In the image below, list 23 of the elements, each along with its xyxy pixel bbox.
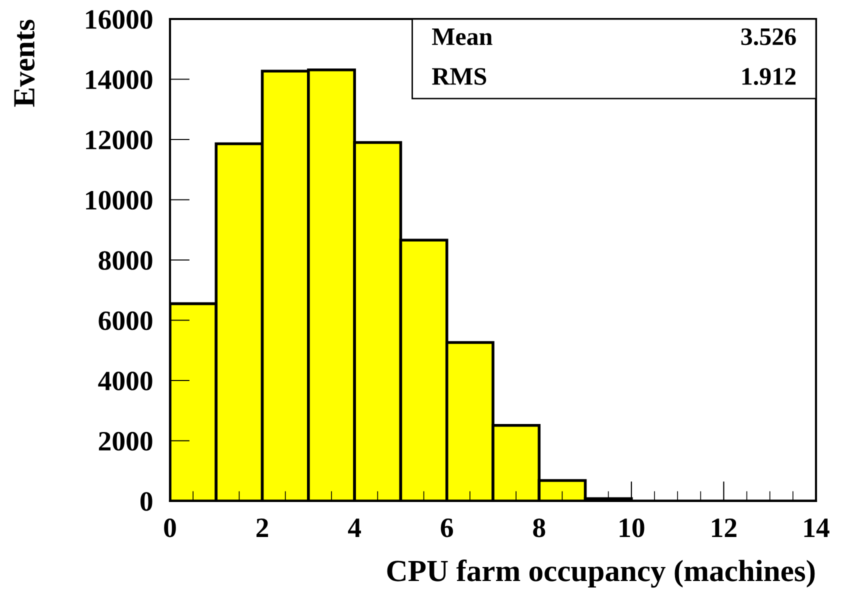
x-tick-label: 10 (620, 518, 644, 538)
x-tick-label: 6 (440, 518, 453, 538)
x-axis-title: CPU farm occupancy (machines) (387, 560, 815, 588)
y-tick-label: 8000 (98, 251, 152, 270)
y-tick-label: 6000 (98, 311, 152, 330)
y-tick-label: 16000 (86, 10, 152, 29)
x-tick-label: 2 (256, 518, 268, 537)
y-axis-title: Events (14, 20, 35, 107)
y-tick-label: 10000 (86, 190, 152, 210)
y-tick-label: 2000 (98, 432, 152, 451)
annotation: 3.526 (741, 28, 796, 46)
x-tick-label: 14 (804, 518, 830, 537)
annotation: Mean (432, 28, 492, 46)
x-tick-label: 12 (712, 518, 736, 537)
x-tick-label: 4 (348, 518, 361, 537)
y-tick-label: 0 (140, 492, 152, 511)
annotation: 1.912 (742, 68, 796, 86)
x-tick-label: 0 (164, 518, 176, 538)
y-tick-label: 4000 (98, 372, 152, 390)
y-tick-label: 12000 (86, 130, 152, 150)
annotation: RMS (432, 68, 486, 85)
x-tick-label: 8 (533, 518, 546, 538)
y-tick-label: 14000 (86, 70, 152, 90)
